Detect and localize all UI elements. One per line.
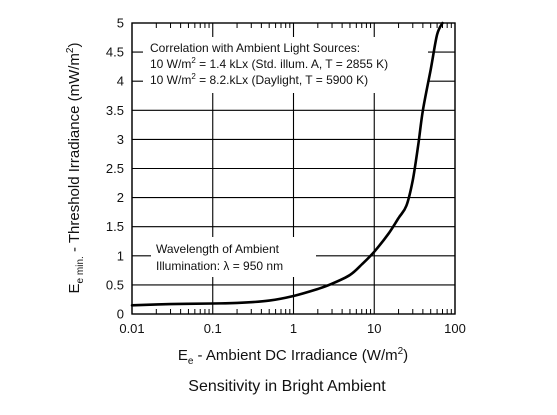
- annotation-correlation-line-3: 10 W/m2 = 8.2.kLx (Daylight, T = 5900 K): [150, 72, 368, 87]
- y-tick-label: 2.5: [106, 161, 124, 176]
- x-tick-label: 0.01: [119, 321, 144, 336]
- y-tick-label: 1: [117, 248, 124, 263]
- series-line: [130, 21, 444, 307]
- y-axis-title: Ee min. - Threshold Irradiance (mW/m2): [65, 43, 86, 294]
- annotation-correlation-line-1: Correlation with Ambient Light Sources:: [150, 41, 360, 55]
- y-tick-label: 3: [117, 132, 124, 147]
- annotation-wavelength-background: [151, 237, 316, 277]
- y-tick-label: 1.5: [106, 219, 124, 234]
- annotation-wavelength-line-1: Wavelength of Ambient: [156, 242, 280, 256]
- y-tick-label: 0.5: [106, 277, 124, 292]
- plot-frame: [131, 22, 456, 315]
- annotation-wavelength: Wavelength of Ambient Illumination: λ = …: [151, 237, 316, 277]
- annotation-correlation: Correlation with Ambient Light Sources: …: [143, 37, 428, 93]
- annotation-correlation-background: [143, 37, 428, 93]
- x-tick-label: 0.1: [204, 321, 222, 336]
- tick-labels: 0 0.5 1 1.5 2 2.5 3 3.5 4 4.5 5 0.01 0.1 1 10 100: [106, 16, 466, 337]
- y-tick-label: 0: [117, 307, 124, 322]
- x-tick-label: 10: [367, 321, 381, 336]
- y-tick-label: 4: [117, 74, 124, 89]
- x-tick-label: 1: [290, 321, 297, 336]
- x-axis-title: Ee - Ambient DC Irradiance (W/m2): [178, 346, 408, 367]
- x-tick-label: 100: [444, 321, 466, 336]
- chart-title: Sensitivity in Bright Ambient: [188, 378, 386, 395]
- annotation-wavelength-line-2: Illumination: λ = 950 nm: [156, 259, 283, 273]
- y-tick-label: 2: [117, 190, 124, 205]
- y-tick-label: 5: [117, 16, 124, 31]
- annotation-correlation-line-2: 10 W/m2 = 1.4 kLx (Std. illum. A, T = 28…: [150, 56, 388, 71]
- y-tick-label: 3.5: [106, 103, 124, 118]
- y-tick-label: 4.5: [106, 45, 124, 60]
